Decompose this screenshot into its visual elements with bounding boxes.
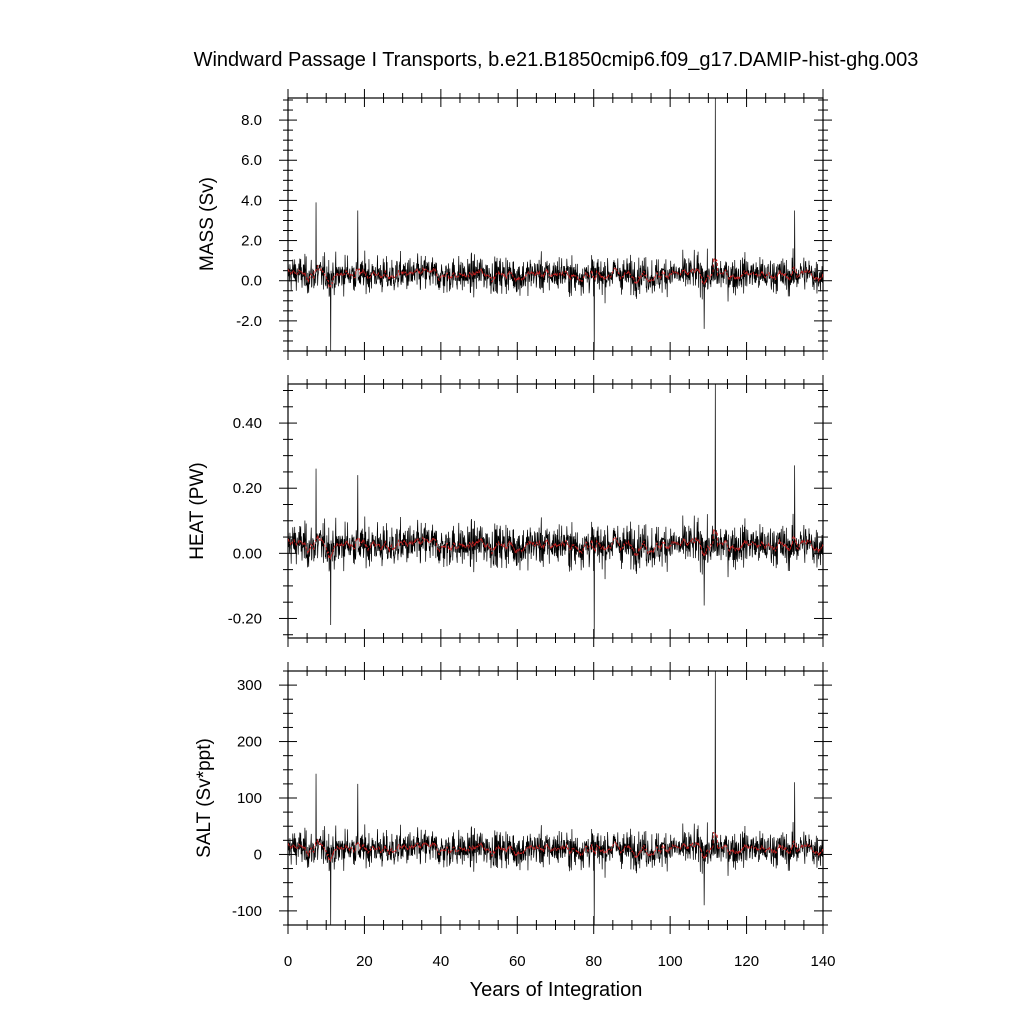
y-axis-label: HEAT (PW) (187, 462, 208, 559)
x-tick-label: 140 (810, 953, 835, 970)
y-tick-label: 0.00 (233, 545, 262, 562)
x-tick-label: 120 (734, 953, 759, 970)
series-lines (287, 670, 824, 926)
chart-title: Windward Passage I Transports, b.e21.B18… (194, 49, 919, 71)
y-tick-label: 2.0 (241, 233, 262, 250)
panel-frame (287, 97, 824, 352)
annual-mean-line (287, 529, 824, 561)
panel-salt: 300 200 100 0 -100 SALT (Sv*ppt) (194, 662, 832, 934)
x-tick-label: 20 (356, 953, 373, 970)
x-tick-label: 0 (284, 953, 292, 970)
series-lines (287, 97, 824, 352)
panel-frame (287, 383, 824, 639)
y-tick-label: 6.0 (241, 152, 262, 169)
y-axis-label: MASS (Sv) (197, 177, 218, 271)
panel-axes: 8.0 6.0 4.0 2.0 0.0 -2.0 (236, 89, 832, 360)
y-tick-label: -2.0 (236, 313, 262, 330)
x-axis: 0 20 40 60 80 100 120 140 (284, 953, 836, 970)
y-tick-label: 8.0 (241, 112, 262, 129)
monthly-series-line (287, 670, 824, 926)
panel-frame (287, 670, 824, 926)
y-axis-label: SALT (Sv*ppt) (194, 738, 215, 858)
x-tick-label: 40 (433, 953, 450, 970)
y-tick-label: -100 (232, 903, 262, 920)
y-tick-label: 4.0 (241, 192, 262, 209)
panel-axes: 300 200 100 0 -100 (232, 662, 832, 934)
y-tick-label: 300 (237, 677, 262, 694)
panel-heat: 0.40 0.20 0.00 -0.20 HEAT (PW) (187, 375, 832, 647)
y-tick-label: 0.0 (241, 273, 262, 290)
annual-mean-line (287, 831, 824, 863)
panel-mass: 8.0 6.0 4.0 2.0 0.0 -2.0 MASS (Sv) (197, 89, 832, 360)
x-tick-label: 80 (585, 953, 602, 970)
y-tick-label: 200 (237, 734, 262, 751)
y-tick-label: 0.20 (233, 480, 262, 497)
series-lines (287, 383, 824, 639)
monthly-series-line (287, 383, 824, 639)
x-tick-label: 60 (509, 953, 526, 970)
y-tick-label: 0 (254, 846, 262, 863)
x-axis-label: Years of Integration (470, 979, 643, 1001)
y-tick-label: 100 (237, 790, 262, 807)
y-tick-label: 0.40 (233, 415, 262, 432)
panel-axes: 0.40 0.20 0.00 -0.20 (228, 375, 832, 647)
x-tick-label: 100 (658, 953, 683, 970)
monthly-series-line (287, 97, 824, 352)
annual-mean-line (287, 257, 824, 289)
y-tick-label: -0.20 (228, 610, 262, 627)
